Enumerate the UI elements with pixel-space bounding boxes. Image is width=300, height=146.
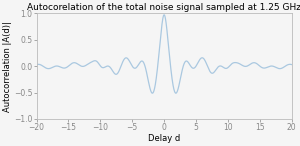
Y-axis label: Autocorrelation |A(d)|: Autocorrelation |A(d)|: [4, 21, 13, 112]
X-axis label: Delay d: Delay d: [148, 134, 180, 142]
Title: Autocorelation of the total noise signal sampled at 1.25 GHz: Autocorelation of the total noise signal…: [27, 4, 300, 12]
